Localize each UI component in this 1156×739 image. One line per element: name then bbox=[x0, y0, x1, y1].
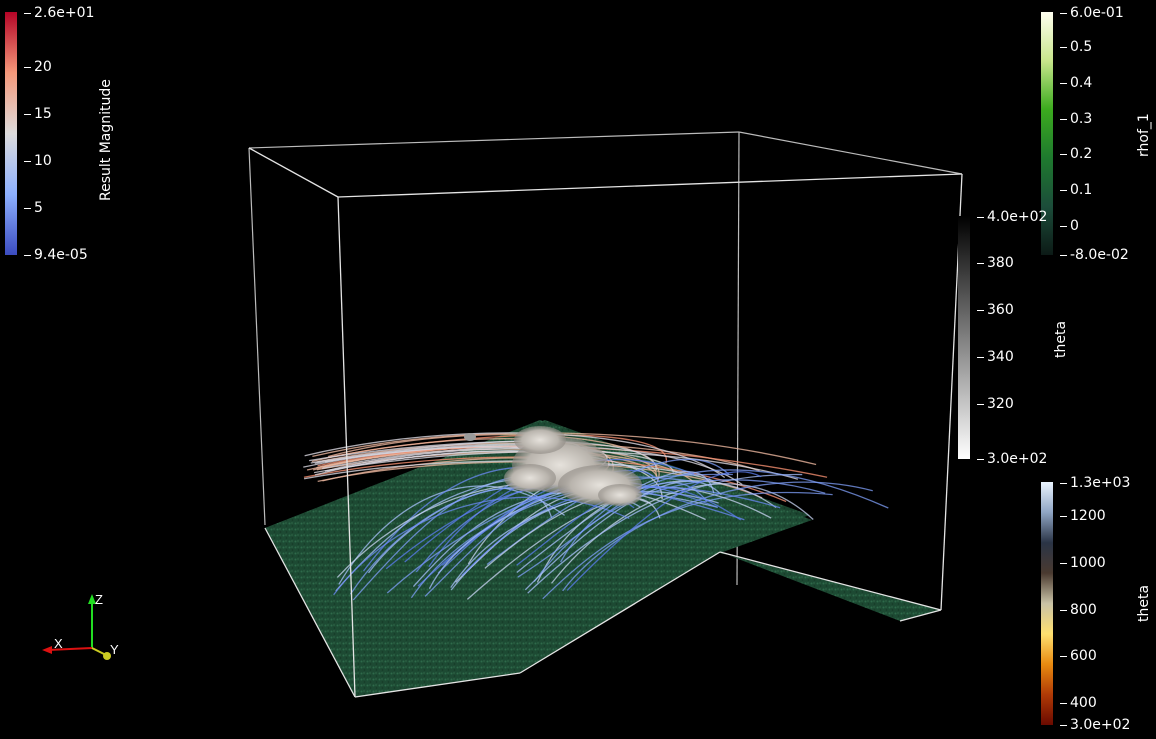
terrain-plateau bbox=[265, 420, 810, 600]
colorbar-tick: 380 bbox=[977, 255, 1014, 271]
axis-x-label: X bbox=[54, 636, 63, 651]
streamline bbox=[312, 432, 817, 466]
colorbar-tick: 9.4e-05 bbox=[24, 247, 88, 263]
colorbar-tick: 360 bbox=[977, 302, 1014, 318]
colorbar-tick: 0.4 bbox=[1059, 75, 1093, 91]
colorbar-tick: 1200 bbox=[1060, 508, 1106, 524]
colorbar-tick: 6.0e-01 bbox=[1060, 5, 1124, 21]
colorbar-tick: 0 bbox=[1060, 218, 1079, 234]
colorbar-tick: 0.2 bbox=[1059, 146, 1093, 162]
streamline bbox=[424, 476, 699, 597]
colorbar-tick: 340 bbox=[977, 349, 1014, 365]
streamline bbox=[466, 497, 661, 600]
colorbar-tick: 400 bbox=[1060, 695, 1097, 711]
colorbar-title: rhof_1 bbox=[1136, 113, 1152, 157]
bounding-box-back bbox=[248, 131, 963, 586]
colorbar-tick: 5 bbox=[24, 200, 43, 216]
colorbar-gradient bbox=[1041, 12, 1053, 255]
colorbar-tick: 10 bbox=[24, 153, 52, 169]
colorbar-tick: 15 bbox=[24, 106, 52, 122]
colorbar-tick: 0.5 bbox=[1059, 39, 1093, 55]
bounding-box-front bbox=[248, 147, 963, 698]
streamline bbox=[562, 481, 873, 592]
colorbar-title: Result Magnitude bbox=[98, 79, 114, 201]
colorbar-rhof-1: 6.0e-01 0.5 0.4 0.3 0.2 0.1 0 -8.0e-02 r… bbox=[1041, 6, 1156, 263]
colorbar-theta-fire: 1.3e+03 1200 1000 800 600 400 3.0e+02 th… bbox=[1041, 476, 1156, 733]
colorbar-tick: 3.0e+02 bbox=[976, 451, 1048, 467]
colorbar-result-magnitude: 2.6e+01 20 15 10 5 9.4e-05 Result Magnit… bbox=[5, 6, 135, 263]
colorbar-gradient bbox=[958, 216, 970, 459]
colorbar-tick: 0.3 bbox=[1059, 111, 1093, 127]
orientation-axes: Z X Y bbox=[42, 592, 119, 660]
colorbar-tick: 320 bbox=[977, 396, 1014, 412]
colorbar-theta-gray: 4.0e+02 380 360 340 320 3.0e+02 theta bbox=[958, 210, 1069, 467]
colorbar-tick: 4.0e+02 bbox=[976, 209, 1048, 225]
axis-z-label: Z bbox=[95, 592, 103, 607]
axis-y-label: Y bbox=[110, 642, 119, 657]
colorbar-tick: 800 bbox=[1060, 602, 1097, 618]
colorbar-gradient bbox=[1041, 482, 1053, 725]
streamline bbox=[550, 483, 814, 584]
colorbar-tick: 20 bbox=[24, 59, 52, 75]
streamline bbox=[410, 473, 733, 599]
colorbar-tick: 1.3e+03 bbox=[1059, 475, 1131, 491]
smoke-plume bbox=[464, 426, 642, 506]
streamline bbox=[560, 469, 889, 563]
colorbar-tick: 1000 bbox=[1060, 555, 1106, 571]
colorbar-tick: -8.0e-02 bbox=[1060, 247, 1129, 263]
colorbar-title: theta bbox=[1053, 320, 1069, 358]
colorbar-gradient bbox=[5, 12, 17, 255]
streamline bbox=[527, 473, 803, 594]
colorbar-tick: 2.6e+01 bbox=[23, 5, 95, 21]
colorbar-title: theta bbox=[1136, 584, 1152, 622]
colorbar-tick: 3.0e+02 bbox=[1059, 717, 1131, 733]
colorbar-tick: 0.1 bbox=[1059, 182, 1093, 198]
colorbar-tick: 600 bbox=[1060, 648, 1097, 664]
